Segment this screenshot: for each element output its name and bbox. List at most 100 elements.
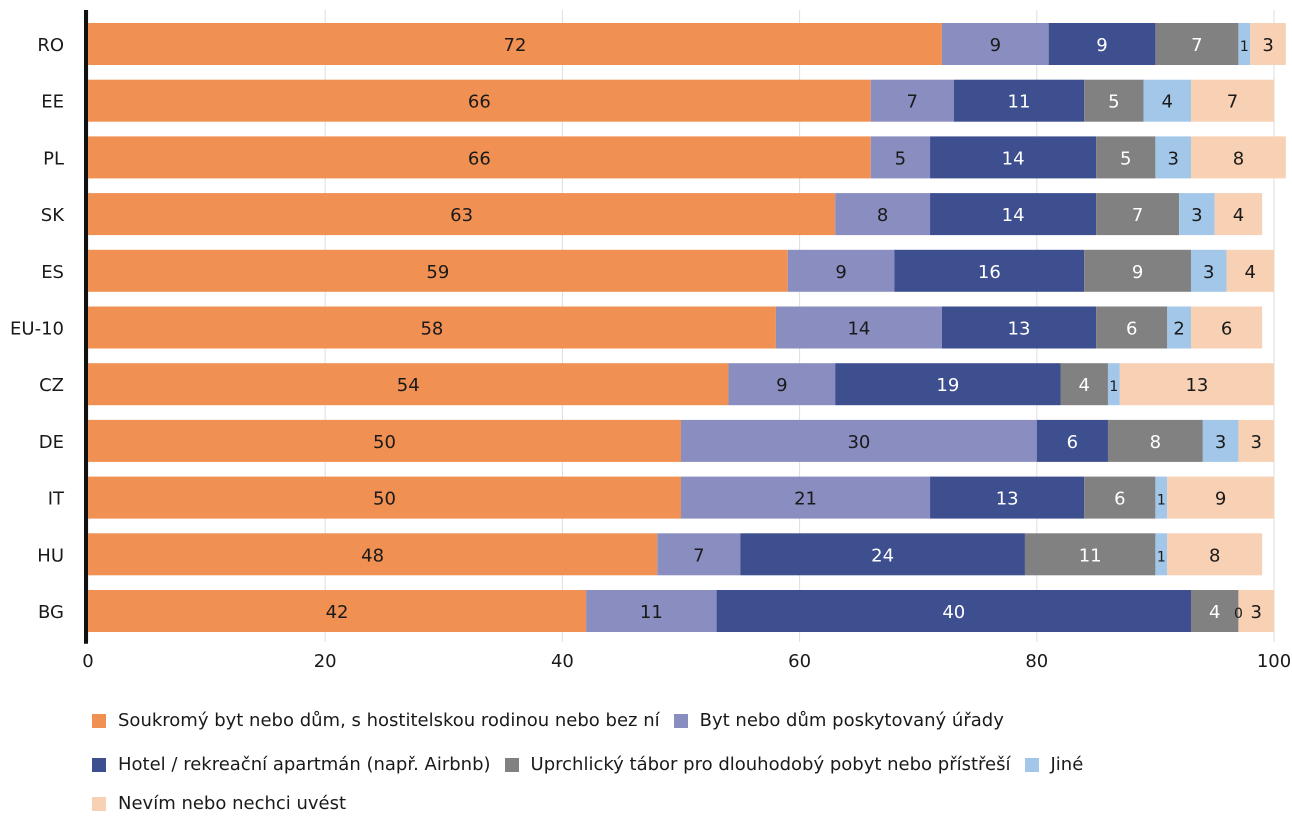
data-label: 9	[835, 262, 846, 283]
bar-segment	[1167, 306, 1191, 349]
bar-segment	[88, 193, 836, 236]
legend-swatch	[504, 757, 519, 772]
data-label: 21	[794, 489, 817, 510]
data-label: 66	[468, 92, 491, 113]
data-labels: 72 9 9 7 1 366 7 11 5 4 766 5 14 5 3 863 8 14 7 3 459 9 16 9 3 45…	[326, 35, 1274, 623]
data-label: 1	[1157, 493, 1166, 509]
bar-segment	[930, 193, 1097, 236]
category-label: BG	[38, 602, 64, 623]
bar-segment	[1084, 79, 1144, 122]
bar-segment	[716, 590, 1191, 632]
category-label: PL	[43, 148, 64, 169]
data-label: 4	[1162, 92, 1173, 113]
bar-segment	[1190, 306, 1263, 349]
data-label: 9	[1215, 489, 1226, 510]
legend-item: Jiné	[1024, 754, 1083, 775]
x-tick-label: 60	[788, 651, 811, 672]
data-label: 2	[1173, 319, 1184, 340]
bar-segment	[1238, 590, 1274, 632]
data-label: 24	[871, 545, 894, 566]
bar-segment	[728, 363, 836, 406]
data-label: 13	[1008, 319, 1031, 340]
bar-segment	[1096, 306, 1168, 349]
bar-segment	[787, 249, 895, 292]
bar-segment	[681, 419, 1037, 462]
data-label: 3	[1262, 35, 1273, 56]
data-label: 14	[1002, 148, 1025, 169]
bar-segment	[1107, 419, 1203, 462]
bar-segment	[88, 249, 788, 292]
data-label: 11	[640, 602, 663, 623]
data-label: 7	[693, 545, 704, 566]
bar-segment	[835, 193, 931, 236]
data-label: 6	[1221, 319, 1232, 340]
data-label: 14	[1002, 205, 1025, 226]
data-label: 7	[907, 92, 918, 113]
data-label: 11	[1008, 92, 1031, 113]
bar-segment	[1190, 249, 1227, 292]
data-label: 30	[847, 432, 870, 453]
legend-swatch	[673, 713, 688, 728]
data-label: 59	[426, 262, 449, 283]
bar-segment	[930, 136, 1097, 179]
bar-segment	[1036, 419, 1108, 462]
data-label: 7	[1191, 35, 1202, 56]
data-label: 50	[373, 489, 396, 510]
legend-swatch	[1024, 757, 1039, 772]
bar-segment	[88, 306, 776, 349]
bar-segment	[88, 79, 871, 122]
bar-segment	[88, 590, 587, 632]
data-label: 5	[1120, 148, 1131, 169]
bar-segment	[1190, 79, 1274, 122]
legend-label: Uprchlický tábor pro dlouhodobý pobyt ne…	[530, 754, 1011, 775]
data-label: 3	[1167, 148, 1178, 169]
data-label: 7	[1132, 205, 1143, 226]
bar-segment	[1060, 363, 1108, 406]
data-label: 42	[326, 602, 349, 623]
bar-segment	[870, 136, 931, 179]
bar-segment	[835, 363, 1061, 406]
bar-segment	[1096, 136, 1156, 179]
bar-segment	[1096, 193, 1180, 236]
x-tick-label: 100	[1257, 651, 1291, 672]
bar-segment	[1084, 249, 1191, 292]
legend-label: Hotel / rekreační apartmán (např. Airbnb…	[118, 754, 491, 775]
bar-segment	[657, 533, 741, 576]
bar-segment	[586, 590, 717, 632]
bar-segment	[1024, 533, 1156, 576]
bar-segment	[775, 306, 942, 349]
bar-segment	[1107, 363, 1120, 406]
data-label: 3	[1191, 205, 1202, 226]
bar-segment	[1167, 476, 1274, 519]
bar-segment	[930, 476, 1085, 519]
bar-segment	[1143, 79, 1191, 122]
data-label: 3	[1250, 432, 1261, 453]
bar-segment	[1084, 476, 1156, 519]
data-label: 9	[1096, 35, 1107, 56]
bar-segment	[1238, 23, 1251, 65]
data-label: 16	[978, 262, 1001, 283]
data-label: 4	[1245, 262, 1256, 283]
data-label: 14	[847, 319, 870, 340]
bar-segment	[1179, 193, 1215, 236]
legend-item: Uprchlický tábor pro dlouhodobý pobyt ne…	[504, 754, 1011, 775]
bar-segment	[740, 533, 1025, 576]
data-label: 3	[1215, 432, 1226, 453]
data-label: 58	[420, 319, 443, 340]
data-label: 63	[450, 205, 473, 226]
bar-segment	[1155, 533, 1168, 576]
data-label: 50	[373, 432, 396, 453]
legend-label: Nevím nebo nechci uvést	[118, 793, 347, 814]
bar-segment	[1226, 249, 1274, 292]
data-label: 9	[990, 35, 1001, 56]
bar-segment	[1155, 23, 1239, 65]
category-label: SK	[41, 205, 65, 226]
bar-segment	[1238, 419, 1274, 462]
bar-segment	[953, 79, 1085, 122]
bar-segment	[941, 23, 1049, 65]
category-label: ES	[41, 262, 64, 283]
category-label: HU	[37, 545, 64, 566]
bar-segment	[1155, 136, 1191, 179]
bar-segment	[1048, 23, 1156, 65]
legend-label: Byt nebo dům poskytovaný úřady	[699, 710, 1004, 731]
